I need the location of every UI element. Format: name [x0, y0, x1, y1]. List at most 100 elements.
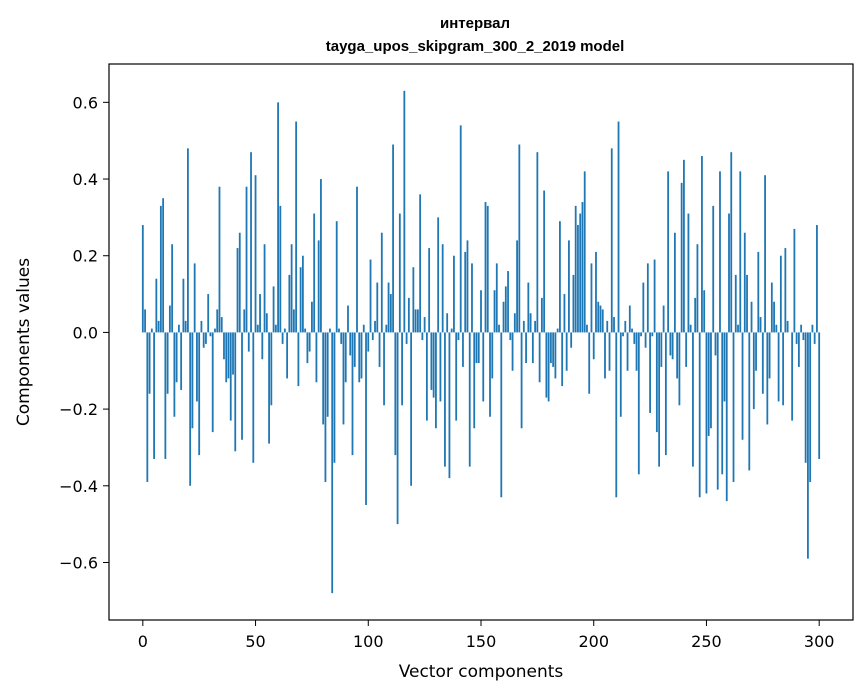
- bar-53: [261, 332, 264, 360]
- bar-216: [628, 305, 631, 333]
- bar-231: [662, 305, 665, 333]
- bar-219: [635, 332, 638, 371]
- bar-113: [396, 332, 399, 525]
- bar-100: [367, 332, 370, 352]
- bar-157: [495, 263, 498, 333]
- bar-299: [816, 225, 818, 333]
- x-tick-label: 250: [691, 632, 722, 651]
- bar-63: [283, 328, 286, 333]
- bar-244: [692, 332, 694, 467]
- bar-170: [525, 332, 527, 364]
- bar-177: [540, 297, 543, 333]
- x-axis-label: Vector components: [399, 662, 564, 682]
- bar-189: [568, 240, 570, 333]
- bar-69: [297, 332, 300, 387]
- bar-267: [743, 232, 746, 333]
- bar-24: [196, 332, 198, 402]
- bar-158: [498, 324, 500, 333]
- bar-93: [351, 332, 354, 456]
- bar-127: [428, 248, 431, 333]
- bar-286: [786, 320, 789, 333]
- bar-272: [755, 332, 757, 371]
- bar-159: [500, 332, 503, 498]
- bar-174: [534, 320, 537, 333]
- bar-58: [272, 286, 275, 333]
- bar-149: [477, 332, 480, 364]
- bar-207: [608, 332, 611, 371]
- bar-124: [421, 332, 424, 341]
- bar-250: [705, 332, 708, 494]
- bar-236: [673, 232, 676, 333]
- bar-188: [565, 332, 568, 371]
- bar-297: [811, 324, 814, 333]
- bar-137: [450, 328, 453, 333]
- bar-274: [759, 317, 762, 333]
- bar-259: [725, 332, 728, 502]
- bar-123: [419, 194, 422, 333]
- bar-180: [547, 332, 550, 402]
- bar-142: [462, 332, 464, 367]
- bar-173: [531, 332, 534, 364]
- bar-8: [159, 205, 162, 333]
- bar-96: [358, 332, 361, 383]
- bar-285: [784, 248, 787, 333]
- y-tick-label: 0.4: [73, 170, 98, 189]
- bar-131: [437, 217, 440, 333]
- y-axis-label: Components values: [14, 258, 34, 426]
- bar-55: [265, 313, 268, 333]
- bar-1: [144, 309, 146, 333]
- bar-257: [721, 332, 724, 475]
- bar-181: [549, 332, 552, 364]
- bar-27: [202, 332, 205, 348]
- bar-4: [150, 328, 153, 333]
- bar-46: [245, 186, 248, 333]
- bar-90: [344, 332, 347, 383]
- bar-47: [247, 332, 250, 352]
- bar-19: [184, 320, 187, 333]
- bars-group: [141, 90, 821, 594]
- bar-80: [322, 332, 325, 425]
- bar-182: [552, 332, 555, 367]
- bar-241: [685, 332, 688, 367]
- bar-64: [286, 332, 289, 379]
- bar-275: [761, 332, 764, 394]
- bar-248: [701, 156, 703, 333]
- bar-282: [777, 332, 780, 402]
- bar-126: [425, 332, 428, 421]
- bar-175: [536, 152, 539, 333]
- bar-217: [631, 328, 633, 333]
- bar-202: [597, 301, 600, 333]
- bar-209: [613, 317, 615, 333]
- plot-frame: [108, 63, 854, 621]
- bar-223: [644, 332, 647, 348]
- bar-278: [768, 332, 771, 379]
- bar-280: [773, 301, 775, 333]
- bar-289: [793, 228, 796, 333]
- bar-91: [347, 305, 349, 333]
- bar-148: [475, 332, 478, 364]
- bar-23: [193, 263, 196, 333]
- x-ticks: 0 50 100 150 200 250 300: [138, 620, 834, 651]
- bar-213: [622, 332, 624, 337]
- bar-208: [610, 148, 613, 333]
- bar-234: [669, 332, 672, 356]
- bar-122: [416, 309, 419, 333]
- bar-31: [211, 332, 214, 433]
- bar-38: [227, 332, 230, 379]
- bar-62: [281, 332, 284, 344]
- bar-171: [527, 282, 530, 333]
- bar-190: [570, 332, 573, 348]
- bar-154: [489, 332, 491, 417]
- bar-265: [739, 171, 742, 333]
- bar-66: [290, 244, 293, 333]
- bar-20: [187, 148, 189, 333]
- bar-296: [809, 332, 812, 482]
- bar-167: [518, 144, 521, 333]
- bar-212: [619, 332, 622, 417]
- bar-284: [782, 332, 785, 406]
- bar-225: [649, 332, 651, 413]
- bar-118: [407, 297, 410, 333]
- bar-152: [484, 202, 487, 333]
- bar-21: [189, 332, 192, 486]
